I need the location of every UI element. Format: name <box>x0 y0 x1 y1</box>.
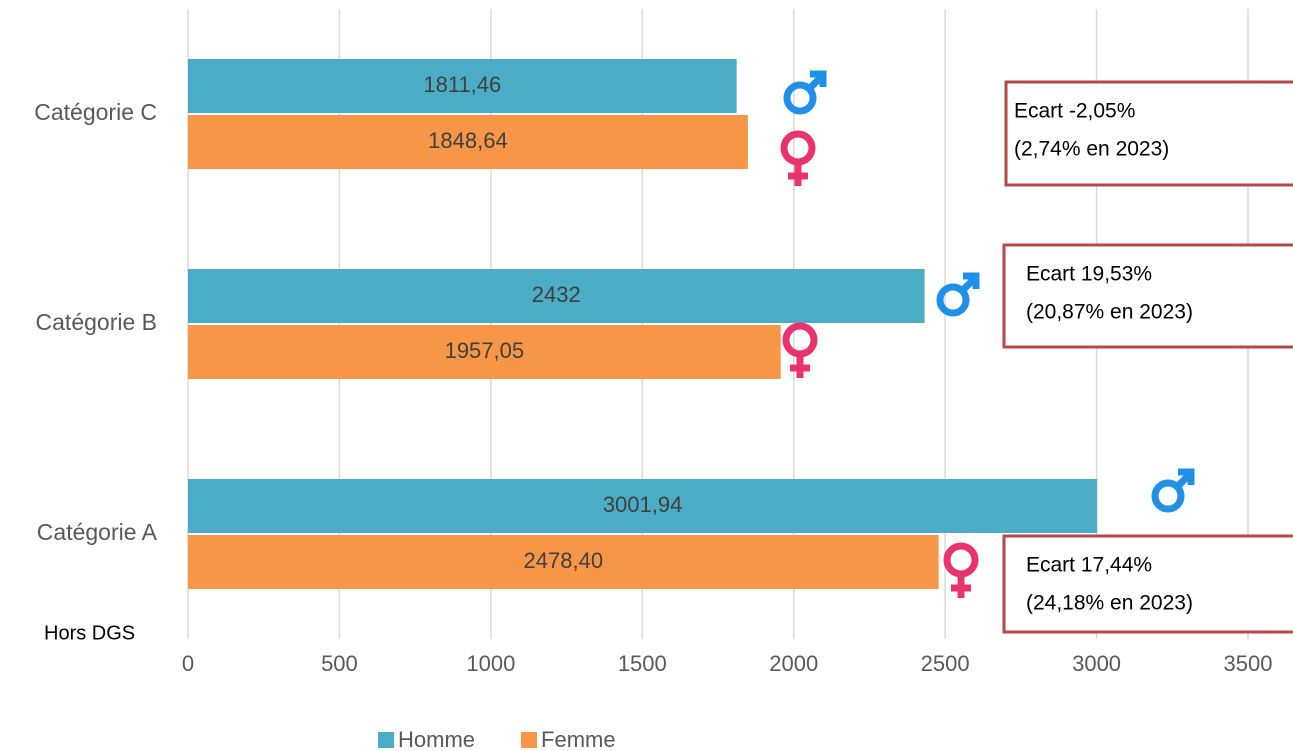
legend-label: Femme <box>541 727 616 751</box>
annotation-text: Ecart -2,05% <box>1014 100 1135 123</box>
annotation-text: (24,18% en 2023) <box>1026 592 1193 615</box>
category-label: Catégorie B <box>36 309 157 335</box>
value-label: 1811,46 <box>423 72 501 97</box>
value-label: 1848,64 <box>428 128 508 153</box>
bar <box>188 269 925 323</box>
gender-icons <box>780 70 1195 598</box>
annotation-text: Ecart 19,53% <box>1026 263 1152 286</box>
bar <box>188 59 737 113</box>
bar <box>188 325 781 379</box>
male-icon <box>783 70 1195 513</box>
annotation-box <box>1002 243 1293 349</box>
annotation-text: (20,87% en 2023) <box>1026 301 1193 324</box>
legend-swatch <box>378 732 394 748</box>
annotation-text: Ecart 17,44% <box>1026 554 1152 577</box>
footnote: Hors DGS <box>44 622 135 644</box>
x-tick-label: 2500 <box>921 651 970 676</box>
x-tick-label: 3000 <box>1072 651 1121 676</box>
value-label: 2478,40 <box>524 548 604 573</box>
bar <box>188 115 748 169</box>
value-label: 2432 <box>532 282 581 307</box>
value-label: 1957,05 <box>445 338 525 363</box>
x-tick-label: 1000 <box>466 651 515 676</box>
category-label: Catégorie C <box>34 99 157 125</box>
category-label: Catégorie A <box>37 519 158 545</box>
value-label: 3001,94 <box>603 492 683 517</box>
annotation-box <box>1002 534 1293 634</box>
legend-swatch <box>521 732 538 748</box>
annotation-text: (2,74% en 2023) <box>1014 138 1169 161</box>
annotation-box <box>1004 80 1293 187</box>
x-tick-label: 2000 <box>769 651 818 676</box>
x-tick-label: 0 <box>182 651 194 676</box>
bar <box>188 479 1098 533</box>
x-tick-label: 500 <box>321 651 358 676</box>
x-tick-label: 1500 <box>618 651 667 676</box>
bar <box>188 535 939 589</box>
x-tick-label: 3500 <box>1224 651 1273 676</box>
legend-label: Homme <box>398 727 475 751</box>
female-icon <box>780 130 979 598</box>
